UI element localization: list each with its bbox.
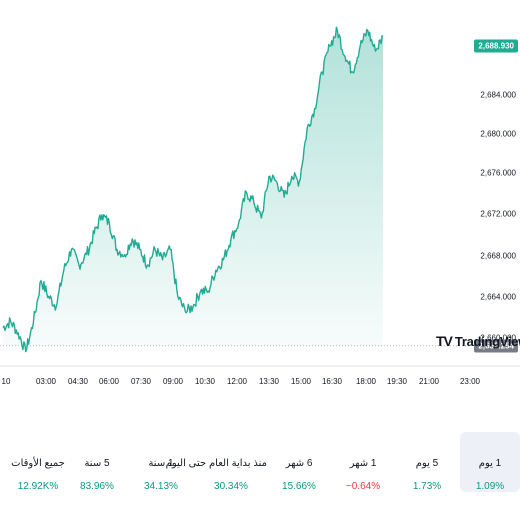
period-change-value: 30.34% xyxy=(214,481,248,492)
period-label: 6 شهر xyxy=(285,458,313,469)
x-tick-label: 10:30 xyxy=(194,377,216,386)
period-tab[interactable]: جميع الأوقات 12.92K% xyxy=(8,432,68,492)
period-selector: 1 يوم 1.09% 5 يوم 1.73% 1 شهر −0.64% 6 شهر 15.6… xyxy=(0,432,520,492)
period-label: 1 يوم xyxy=(478,458,502,469)
tradingview-wordmark: TradingView xyxy=(454,333,520,349)
period-tab[interactable]: 6 شهر 15.66% xyxy=(269,432,329,492)
period-label: 5 يوم xyxy=(415,458,439,469)
period-change-value: 12.92K% xyxy=(17,481,59,492)
tradingview-logo[interactable]: TV TradingView xyxy=(436,333,520,349)
period-tab[interactable]: 1 سنة 34.13% xyxy=(131,432,191,492)
price-area-fill xyxy=(3,27,383,352)
y-tick-label: 2,664.000 xyxy=(480,292,516,302)
period-change-value: 1.09% xyxy=(475,481,505,492)
x-tick-label: 07:30 xyxy=(130,377,152,386)
period-change-value: 1.73% xyxy=(412,481,442,492)
x-tick-label: 16:30 xyxy=(321,377,343,386)
period-change-value: 83.96% xyxy=(80,481,114,492)
period-change-value: −0.64% xyxy=(345,481,381,492)
price-chart[interactable]: 2,688.0002,684.0002,680.0002,676.0002,67… xyxy=(0,0,520,390)
price-line xyxy=(2,26,384,353)
period-change-value: 15.66% xyxy=(282,481,316,492)
y-tick-label: 2,668.000 xyxy=(480,251,516,261)
period-tab[interactable]: 5 يوم 1.73% xyxy=(397,432,457,492)
period-label: منذ بداية العام حتى اليوم xyxy=(165,458,267,469)
x-tick-label: 10 xyxy=(1,377,11,386)
period-tab[interactable]: 1 شهر −0.64% xyxy=(333,432,393,492)
period-label: 1 شهر xyxy=(349,458,377,469)
last-price-label: 2,688.930 xyxy=(474,39,518,53)
y-tick-label: 2,672.000 xyxy=(480,209,516,219)
x-tick-label: 09:00 xyxy=(162,377,184,386)
period-tab[interactable]: منذ بداية العام حتى اليوم 30.34% xyxy=(165,432,267,492)
x-tick-label: 12:00 xyxy=(226,377,248,386)
y-tick-label: 2,676.000 xyxy=(480,168,516,178)
y-tick-label: 2,684.000 xyxy=(480,90,516,100)
period-label: جميع الأوقات xyxy=(11,458,65,469)
x-tick-label: 18:00 xyxy=(355,377,377,386)
y-tick-label: 2,680.000 xyxy=(480,129,516,139)
x-tick-label: 23:00 xyxy=(459,377,481,386)
period-tab[interactable]: 5 سنة 83.96% xyxy=(67,432,127,492)
x-tick-label: 15:00 xyxy=(290,377,312,386)
chart-canvas[interactable] xyxy=(0,0,520,390)
x-tick-label: 04:30 xyxy=(67,377,89,386)
x-tick-label: 13:30 xyxy=(258,377,280,386)
x-tick-label: 19:30 xyxy=(386,377,408,386)
tradingview-icon: TV xyxy=(436,333,453,349)
period-label: 5 سنة xyxy=(84,458,110,469)
y-tick-label: 2,660.000 xyxy=(480,333,516,343)
x-tick-label: 06:00 xyxy=(98,377,120,386)
period-label: 1 سنة xyxy=(148,458,174,469)
period-tab[interactable]: 1 يوم 1.09% xyxy=(460,432,520,492)
period-change-value: 34.13% xyxy=(144,481,178,492)
base-price-label: 2,659.254 xyxy=(474,339,518,353)
x-tick-label: 21:00 xyxy=(418,377,440,386)
x-tick-label: 03:00 xyxy=(35,377,57,386)
